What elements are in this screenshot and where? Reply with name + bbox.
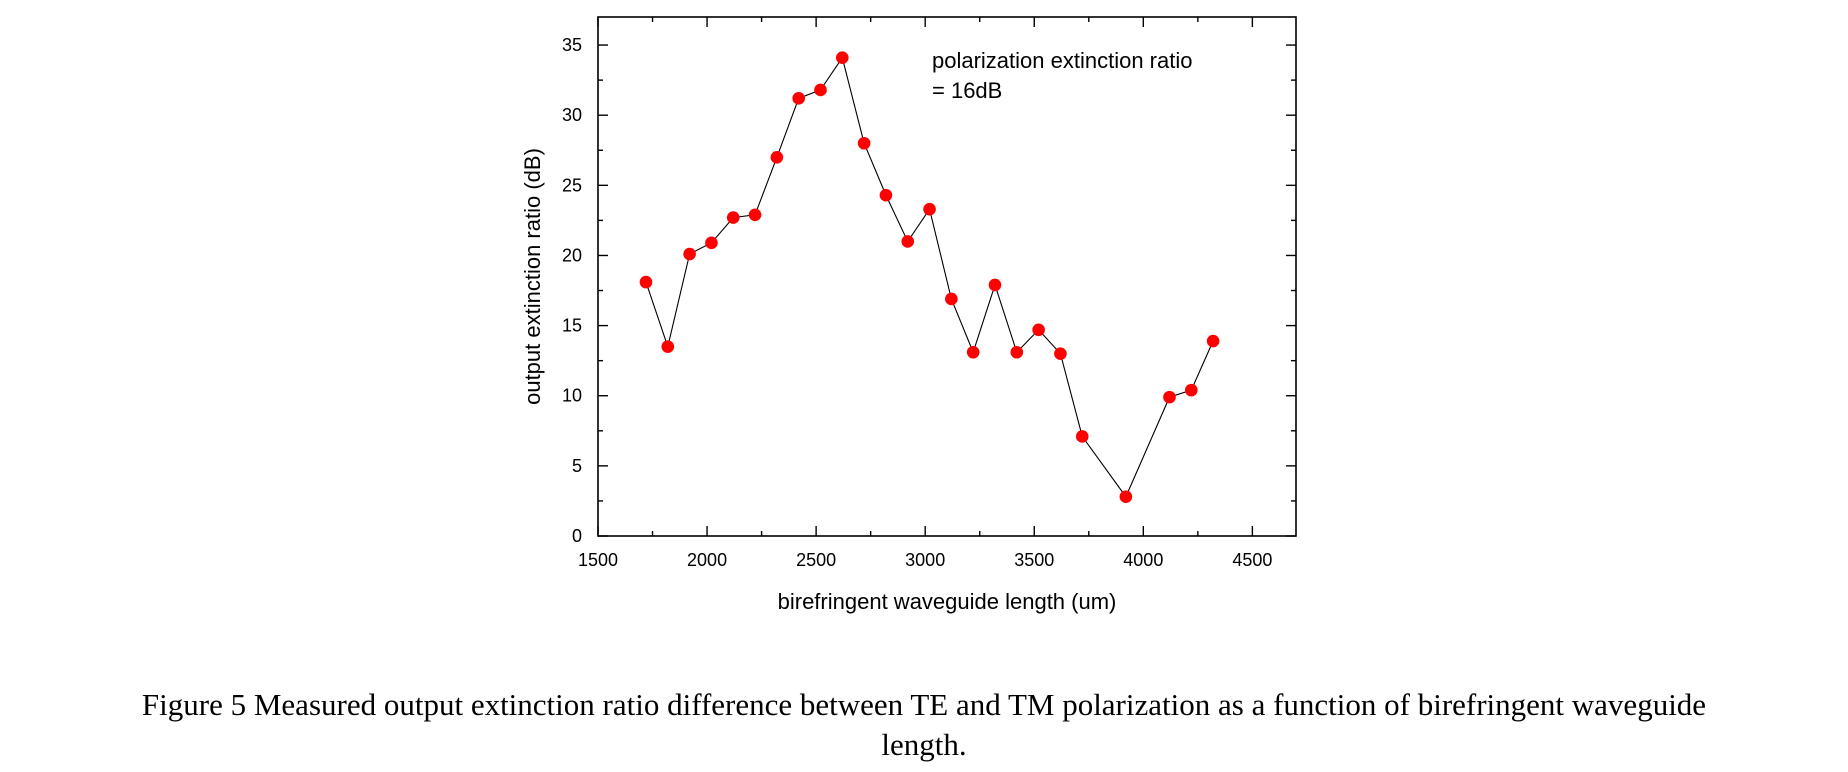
data-point xyxy=(792,92,805,105)
figure-caption: Figure 5 Measured output extinction rati… xyxy=(0,685,1848,765)
y-tick-label: 0 xyxy=(572,526,582,546)
data-point xyxy=(945,292,958,306)
data-point xyxy=(879,188,893,202)
x-tick-label: 4500 xyxy=(1232,550,1272,570)
y-tick-label: 25 xyxy=(562,175,582,195)
data-point xyxy=(1054,347,1067,360)
data-point xyxy=(639,275,653,289)
x-tick-label: 3500 xyxy=(1014,550,1054,570)
data-line-layer xyxy=(645,56,1214,498)
data-points-layer xyxy=(639,51,1220,504)
data-point xyxy=(1010,345,1024,359)
data-point xyxy=(1075,430,1089,443)
caption-line-2: length. xyxy=(881,727,967,762)
y-tick-label: 30 xyxy=(562,105,582,125)
data-point xyxy=(901,235,915,248)
extinction-ratio-chart: 1500 2000 2500 3000 3500 4000 4500 0 5 10 15 20 25 30… xyxy=(520,16,1297,614)
y-tick-label: 15 xyxy=(562,316,582,336)
data-point xyxy=(1185,383,1198,397)
data-point xyxy=(726,211,740,224)
axis-ticks xyxy=(597,17,1296,537)
data-point xyxy=(836,51,849,64)
data-point xyxy=(683,247,696,261)
data-point xyxy=(705,236,718,250)
plot-frame xyxy=(597,16,1297,537)
data-point xyxy=(1206,334,1220,348)
x-tick-label: 4000 xyxy=(1123,550,1163,570)
data-point xyxy=(814,83,827,97)
data-point xyxy=(748,208,762,222)
data-point xyxy=(857,136,871,150)
data-point xyxy=(1163,390,1176,404)
x-tick-label: 1500 xyxy=(578,550,618,570)
y-tick-label: 10 xyxy=(562,386,582,406)
y-tick-label: 5 xyxy=(572,456,582,476)
data-point xyxy=(661,340,675,353)
y-tick-label: 35 xyxy=(562,35,582,55)
data-point xyxy=(966,345,980,359)
tick-labels: 1500 2000 2500 3000 3500 4000 4500 0 5 10 15 20 25 30… xyxy=(562,35,1272,570)
x-axis-title: birefringent waveguide length (um) xyxy=(778,589,1117,614)
data-point xyxy=(770,150,784,164)
x-tick-label: 2500 xyxy=(796,550,836,570)
data-point xyxy=(923,202,936,216)
series-line xyxy=(645,56,1214,498)
data-point xyxy=(1032,323,1045,337)
x-tick-label: 2000 xyxy=(687,550,727,570)
x-tick-label: 3000 xyxy=(905,550,945,570)
annotation-line-1: polarization extinction ratio xyxy=(932,48,1192,73)
y-tick-label: 20 xyxy=(562,245,582,265)
data-point xyxy=(988,278,1002,292)
caption-line-1: Figure 5 Measured output extinction rati… xyxy=(141,687,1707,722)
data-point xyxy=(1119,490,1133,504)
y-axis-title: output extinction ratio (dB) xyxy=(520,148,545,405)
annotation-line-2: = 16dB xyxy=(932,78,1002,103)
